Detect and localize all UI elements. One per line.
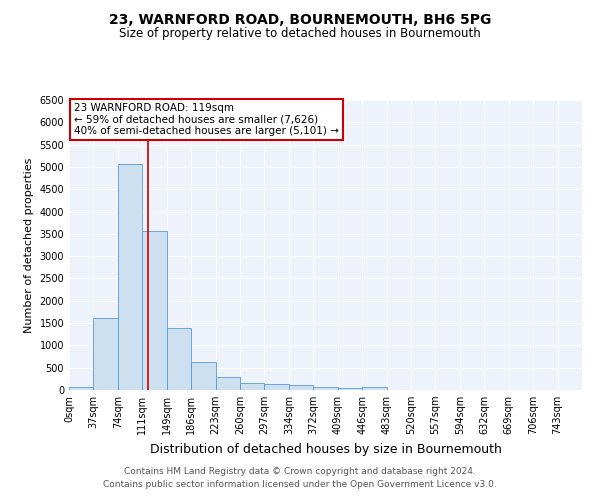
Bar xyxy=(240,383,265,390)
Bar xyxy=(69,386,94,390)
Text: Contains public sector information licensed under the Open Government Licence v3: Contains public sector information licen… xyxy=(103,480,497,489)
Bar xyxy=(265,384,289,390)
Bar xyxy=(191,362,215,390)
X-axis label: Distribution of detached houses by size in Bournemouth: Distribution of detached houses by size … xyxy=(149,442,502,456)
Bar xyxy=(313,388,338,390)
Y-axis label: Number of detached properties: Number of detached properties xyxy=(24,158,34,332)
Bar xyxy=(362,388,386,390)
Bar xyxy=(94,318,118,390)
Bar xyxy=(118,164,142,390)
Bar xyxy=(338,388,362,390)
Text: Size of property relative to detached houses in Bournemouth: Size of property relative to detached ho… xyxy=(119,28,481,40)
Bar xyxy=(142,230,167,390)
Text: 23, WARNFORD ROAD, BOURNEMOUTH, BH6 5PG: 23, WARNFORD ROAD, BOURNEMOUTH, BH6 5PG xyxy=(109,12,491,26)
Text: 23 WARNFORD ROAD: 119sqm
← 59% of detached houses are smaller (7,626)
40% of sem: 23 WARNFORD ROAD: 119sqm ← 59% of detach… xyxy=(74,103,339,136)
Bar xyxy=(289,386,313,390)
Text: Contains HM Land Registry data © Crown copyright and database right 2024.: Contains HM Land Registry data © Crown c… xyxy=(124,467,476,476)
Bar xyxy=(167,328,191,390)
Bar xyxy=(215,376,240,390)
